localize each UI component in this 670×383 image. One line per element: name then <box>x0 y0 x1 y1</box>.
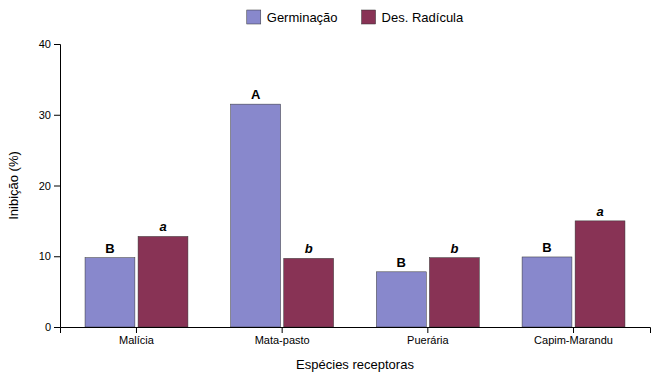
tick-label: 0 <box>45 321 51 333</box>
annotation: B <box>542 240 551 255</box>
tick-mark <box>573 327 574 333</box>
legend-item: Des. Radícula <box>362 10 464 25</box>
bars <box>85 104 625 327</box>
tick: Puerária <box>407 327 449 346</box>
annotation: a <box>159 219 166 234</box>
plot: 0 10 20 30 40 Malícia Mata-pasto Puerária Capim-… <box>6 38 651 372</box>
bar <box>376 272 426 327</box>
tick-mark <box>427 327 428 333</box>
tick: Malícia <box>119 327 155 346</box>
bar <box>85 258 135 327</box>
series <box>85 104 572 327</box>
tick-mark <box>54 256 60 257</box>
tick: 0 <box>45 321 60 333</box>
tick-mark <box>54 327 60 328</box>
tick: 40 <box>39 38 60 50</box>
annotation: a <box>596 204 603 219</box>
tick: Mata-pasto <box>255 327 310 346</box>
legend-item: Germinação <box>247 10 338 25</box>
tick-label: Malícia <box>119 334 155 346</box>
tick-mark <box>282 327 283 333</box>
annotation: B <box>397 255 406 270</box>
axis-domain <box>61 328 651 334</box>
annotations: B A B Ba b b a <box>105 87 603 270</box>
legend-label: Des. Radícula <box>382 10 464 25</box>
tick-label: 30 <box>39 109 51 121</box>
annotation: b <box>305 241 313 256</box>
tick-mark <box>54 186 60 187</box>
tick-label: Capim-Marandu <box>534 334 613 346</box>
legend: Germinação Des. Radícula <box>247 10 464 25</box>
bar <box>231 104 281 327</box>
legend-swatch <box>247 10 261 24</box>
annotation: A <box>251 87 261 102</box>
tick-label: Puerária <box>407 334 449 346</box>
x-axis-title: Espécies receptoras <box>296 357 414 372</box>
axis-domain <box>54 45 61 328</box>
x-axis: Malícia Mata-pasto Puerária Capim-Marandu <box>61 327 651 346</box>
bar <box>522 257 572 327</box>
annotation: b <box>450 241 458 256</box>
tick-mark <box>136 327 137 333</box>
tick: 30 <box>39 109 60 121</box>
tick-mark <box>54 44 60 45</box>
tick-label: Mata-pasto <box>255 334 310 346</box>
tick-label: 40 <box>39 38 51 50</box>
tick-label: 20 <box>39 180 51 192</box>
y-axis-title: Inibição (%) <box>6 151 21 220</box>
bar <box>575 221 625 327</box>
annotation: B <box>105 241 114 256</box>
bar <box>284 258 334 327</box>
series <box>138 221 625 327</box>
chart: 0 10 20 30 40 Malícia Mata-pasto Puerária Capim-… <box>0 0 670 383</box>
y-axis: 0 10 20 30 40 <box>39 38 61 333</box>
tick: Capim-Marandu <box>534 327 613 346</box>
legend-swatch <box>362 10 376 24</box>
tick: 20 <box>39 180 60 192</box>
bar <box>429 258 479 327</box>
tick-mark <box>54 115 60 116</box>
tick-label: 10 <box>39 250 51 262</box>
bar <box>138 236 188 327</box>
tick: 10 <box>39 250 60 262</box>
legend-label: Germinação <box>267 10 338 25</box>
